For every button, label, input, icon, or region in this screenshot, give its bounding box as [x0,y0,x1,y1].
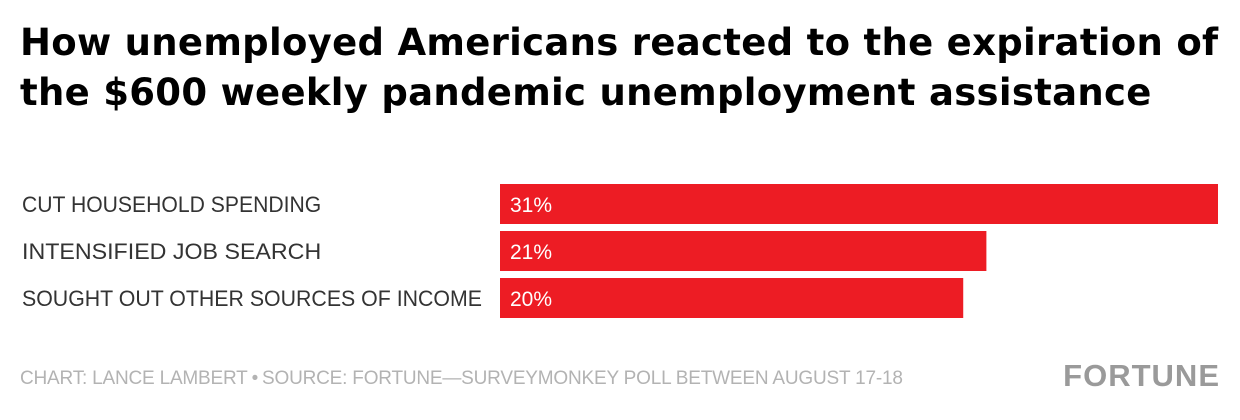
bar-value-label: 20% [510,288,552,311]
chart-source: SOURCE: FORTUNE—SURVEYMONKEY POLL BETWEE… [262,368,903,389]
separator-dot: • [251,368,259,389]
bar-value-label: 21% [510,241,552,264]
bar [500,278,964,318]
bar-value-label: 31% [510,194,552,217]
chart-source-note: CHART: LANCE LAMBERT • SOURCE: FORTUNE—SUR… [20,368,903,390]
chart-credit: CHART: LANCE LAMBERT [20,368,248,389]
category-label: CUT HOUSEHOLD SPENDING [22,192,321,217]
bar-chart-svg: CUT HOUSEHOLD SPENDING 31% INTENSIFIED JOB… [22,184,1218,318]
bar [500,231,987,271]
bar-chart: CUT HOUSEHOLD SPENDING 31% INTENSIFIED JOB… [0,176,1240,326]
category-label: INTENSIFIED JOB SEARCH [22,239,321,264]
fortune-logo: FORTUNE [1063,358,1220,393]
chart-title: How unemployed Americans reacted to the … [20,21,1219,114]
bar [500,184,1218,224]
category-label: SOUGHT OUT OTHER SOURCES OF INCOME [22,286,482,311]
